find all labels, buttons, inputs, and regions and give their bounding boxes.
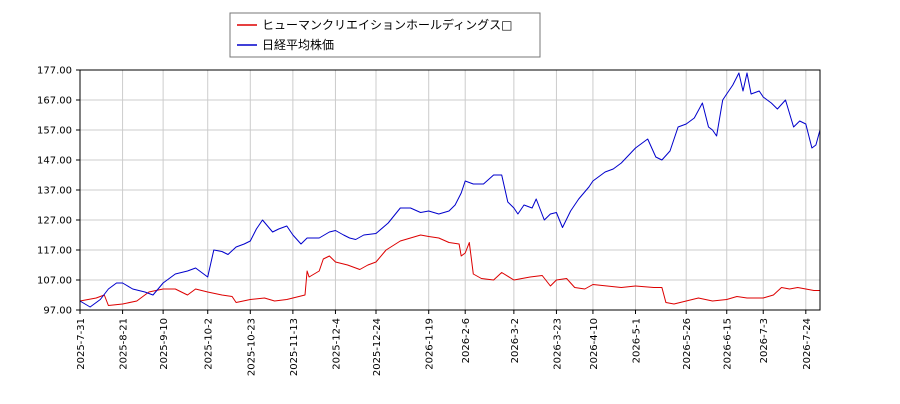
x-tick-label: 2026-3-23 <box>552 318 563 370</box>
x-tick-label: 2026-7-24 <box>802 318 813 370</box>
y-tick-label: 117.00 <box>37 246 72 257</box>
series-layer <box>79 72 821 308</box>
y-tick-label: 127.00 <box>37 216 72 227</box>
x-tick-label: 2026-1-19 <box>425 318 436 370</box>
x-tick-label: 2026-5-1 <box>632 318 643 363</box>
x-tick-label: 2026-4-10 <box>589 318 600 370</box>
legend: ヒューマンクリエイションホールディングス□ 日経平均株価 <box>229 12 541 58</box>
x-tick-label: 2025-12-4 <box>331 318 342 370</box>
x-tick-label: 2025-9-10 <box>159 318 170 370</box>
x-tick-label: 2026-6-15 <box>723 318 734 370</box>
y-tick-label: 157.00 <box>37 126 72 137</box>
x-tick-label: 2025-7-31 <box>76 318 87 370</box>
grid <box>79 69 820 311</box>
legend-label-0: ヒューマンクリエイションホールディングス□ <box>262 17 513 32</box>
legend-box <box>229 12 541 58</box>
legend-label-1: 日経平均株価 <box>262 37 334 52</box>
series-line-0 <box>79 234 820 306</box>
x-tick-label: 2026-3-2 <box>510 318 521 363</box>
y-tick-label: 137.00 <box>37 186 72 197</box>
x-tick-label: 2025-8-21 <box>119 318 130 370</box>
y-tick-label: 107.00 <box>37 276 72 287</box>
y-tick-label: 147.00 <box>37 156 72 167</box>
series-line-1 <box>79 72 821 308</box>
y-tick-label: 97.00 <box>43 306 72 317</box>
axes: 97.00 107.00 117.00 127.00 137.00 147.00 157.0… <box>37 66 813 377</box>
x-tick-label: 2026-5-26 <box>682 318 693 370</box>
x-tick-label: 2025-12-24 <box>372 318 383 376</box>
x-tick-label: 2025-10-2 <box>204 318 215 370</box>
x-tick-label: 2026-2-6 <box>461 318 472 363</box>
x-tick-label: 2026-7-3 <box>759 318 770 363</box>
y-tick-label: 177.00 <box>37 66 72 77</box>
x-tick-label: 2025-11-13 <box>289 318 300 376</box>
y-tick-label: 167.00 <box>37 96 72 107</box>
x-tick-label: 2025-10-23 <box>246 318 257 376</box>
